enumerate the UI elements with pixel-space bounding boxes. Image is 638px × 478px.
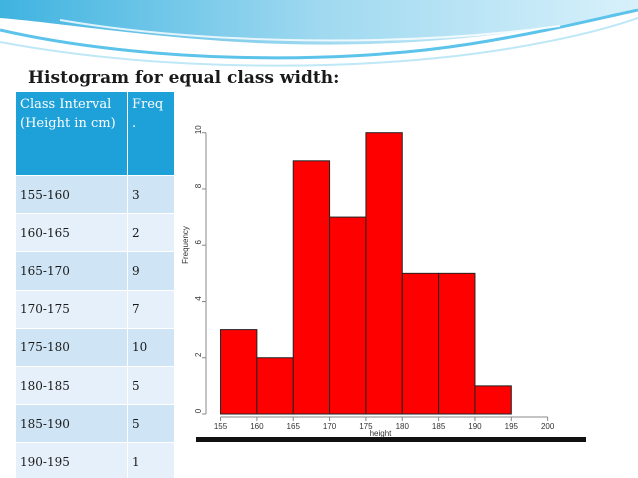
frequency-cell: 3 xyxy=(127,174,175,215)
x-tick-label: 165 xyxy=(287,422,301,431)
histogram-bar xyxy=(256,357,294,415)
y-tick-label: 6 xyxy=(194,239,203,244)
x-tick-label: 200 xyxy=(541,422,555,431)
y-tick-label: 0 xyxy=(194,408,203,413)
table-row: 185-190 5 xyxy=(15,404,175,444)
histogram-bar xyxy=(401,272,440,415)
class-interval-cell: 185-190 xyxy=(15,404,128,444)
class-interval-cell: 180-185 xyxy=(15,365,128,406)
table-row: 180-185 5 xyxy=(15,365,175,406)
frequency-cell: 9 xyxy=(127,251,175,291)
frequency-cell: 5 xyxy=(127,404,175,444)
decorative-banner xyxy=(0,0,638,67)
table-row: 170-175 7 xyxy=(15,289,175,329)
class-interval-cell: 155-160 xyxy=(15,174,128,215)
histogram-bar xyxy=(329,216,367,415)
class-interval-cell: 190-195 xyxy=(15,442,128,478)
class-interval-cell: 170-175 xyxy=(15,289,128,329)
x-tick-label: 185 xyxy=(432,422,446,431)
frequency-table: Class Interval (Height in cm) Freq . 155… xyxy=(15,91,175,478)
histogram-bar xyxy=(292,160,331,415)
table-header-frequency: Freq . xyxy=(127,91,175,176)
slide-title: Histogram for equal class width: xyxy=(28,68,340,88)
x-tick-label: 195 xyxy=(505,422,519,431)
y-tick-label: 4 xyxy=(194,296,203,301)
y-tick-label: 8 xyxy=(194,183,203,188)
frequency-cell: 7 xyxy=(127,289,175,329)
x-tick-label: 175 xyxy=(359,422,373,431)
table-row: 190-195 1 xyxy=(15,442,175,478)
table-row: 165-170 9 xyxy=(15,251,175,291)
table-row: 155-160 3 xyxy=(15,174,175,215)
frequency-cell: 5 xyxy=(127,365,175,406)
y-axis-label: Frequency xyxy=(181,226,190,264)
x-axis-bar xyxy=(196,437,586,442)
table-row: 175-180 10 xyxy=(15,327,175,367)
table-header-class-interval: Class Interval (Height in cm) xyxy=(15,91,128,176)
x-tick-label: 190 xyxy=(468,422,482,431)
frequency-cell: 2 xyxy=(127,213,175,253)
histogram-bar xyxy=(365,132,403,415)
x-tick-label: 155 xyxy=(214,422,228,431)
x-tick-label: 160 xyxy=(250,422,264,431)
x-tick-label: 170 xyxy=(323,422,337,431)
y-tick-label: 10 xyxy=(194,125,203,134)
x-axis-label: height xyxy=(370,429,393,438)
histogram-bar xyxy=(474,385,512,415)
class-interval-cell: 175-180 xyxy=(15,327,128,367)
frequency-cell: 10 xyxy=(127,327,175,367)
y-tick-label: 2 xyxy=(194,352,203,357)
histogram-bar xyxy=(438,272,476,415)
histogram-chart: 0 2 4 6 8 10 155 160 165 170 175 180 185 190 195 200 hei… xyxy=(179,95,586,446)
x-tick-label: 180 xyxy=(396,422,410,431)
class-interval-cell: 165-170 xyxy=(15,251,128,291)
histogram-bar xyxy=(220,329,258,415)
frequency-cell: 1 xyxy=(127,442,175,478)
table-row: 160-165 2 xyxy=(15,213,175,253)
class-interval-cell: 160-165 xyxy=(15,213,128,253)
